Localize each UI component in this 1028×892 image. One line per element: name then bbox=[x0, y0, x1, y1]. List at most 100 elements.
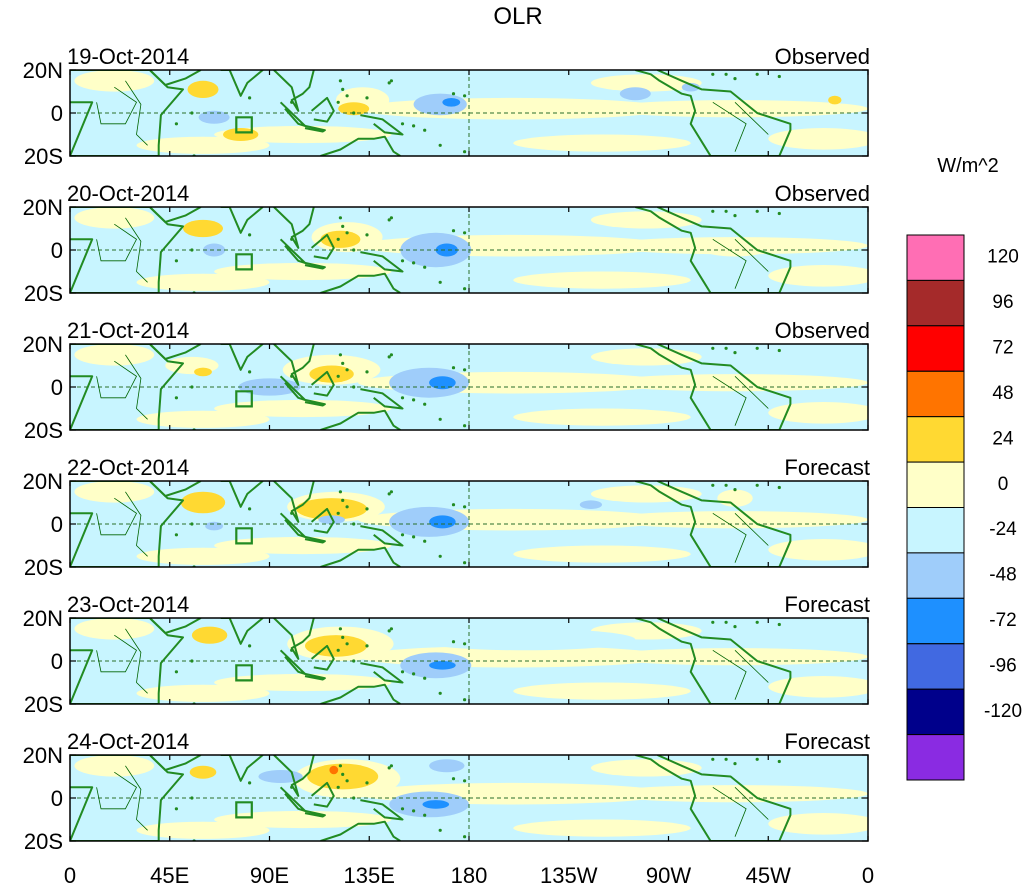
olr-anomaly-contour bbox=[258, 770, 303, 783]
colorbar-swatch bbox=[906, 461, 965, 509]
coastline bbox=[304, 535, 326, 544]
colorbar-label: -72 bbox=[989, 610, 1016, 631]
island bbox=[387, 629, 391, 633]
olr-anomaly-contour bbox=[768, 265, 868, 287]
coastline bbox=[149, 755, 202, 771]
coastline bbox=[320, 546, 401, 567]
olr-anomaly-contour bbox=[768, 402, 868, 424]
map-panel-5: 23-Oct-2014 Forecast 20N 0 20S bbox=[23, 592, 870, 717]
olr-anomaly-contour bbox=[320, 230, 361, 248]
longitude-tick-label: 135E bbox=[344, 863, 395, 887]
latitude-tick-label: 20N bbox=[23, 606, 63, 631]
colorbar-label: -96 bbox=[989, 656, 1016, 677]
island bbox=[365, 96, 369, 100]
longitude-axis: 0 45E 90E 135E 180 135W 90W 45W 0 bbox=[64, 863, 874, 888]
olr-anomaly-contour bbox=[136, 410, 270, 428]
island bbox=[733, 762, 737, 766]
island bbox=[777, 485, 781, 490]
map-panel-6: 24-Oct-2014 Forecast 20N 0 20S bbox=[23, 729, 870, 854]
island bbox=[387, 766, 391, 770]
olr-anomaly-contour bbox=[429, 515, 456, 529]
island bbox=[248, 644, 252, 648]
longitude-tick-label: 90E bbox=[250, 863, 289, 887]
latitude-tick-label: 20S bbox=[24, 418, 63, 443]
panel-date-label: 24-Oct-2014 bbox=[67, 729, 189, 754]
island bbox=[412, 535, 416, 539]
longitude-tick-label: 45W bbox=[746, 863, 791, 887]
island bbox=[190, 248, 194, 252]
island bbox=[345, 231, 349, 235]
island bbox=[755, 757, 759, 761]
coastline bbox=[279, 101, 306, 127]
olr-anomaly-contour bbox=[214, 125, 392, 144]
country-border bbox=[96, 223, 138, 262]
island bbox=[733, 351, 737, 355]
latitude-tick-label: 0 bbox=[51, 786, 63, 811]
olr-anomaly-contour bbox=[189, 765, 217, 779]
island bbox=[412, 672, 416, 676]
island bbox=[389, 627, 393, 631]
colorbar-label: 0 bbox=[998, 474, 1009, 495]
colorbar-swatch bbox=[906, 370, 965, 418]
island bbox=[336, 511, 340, 515]
coastline bbox=[360, 114, 404, 136]
coastline bbox=[279, 375, 306, 401]
coastline bbox=[360, 525, 404, 547]
island bbox=[412, 124, 416, 128]
coastline bbox=[273, 755, 315, 797]
island bbox=[711, 620, 715, 624]
island bbox=[451, 92, 456, 96]
olr-anomaly-contour bbox=[307, 763, 379, 790]
island bbox=[711, 483, 715, 487]
island bbox=[365, 781, 369, 785]
olr-anomaly-contour bbox=[183, 219, 223, 238]
coastline bbox=[310, 644, 335, 671]
island bbox=[463, 505, 467, 509]
island bbox=[724, 757, 728, 761]
country-border bbox=[125, 80, 148, 146]
coastline bbox=[220, 618, 264, 645]
region-box bbox=[235, 527, 253, 545]
coastline bbox=[320, 683, 401, 704]
island bbox=[334, 747, 337, 750]
island bbox=[463, 561, 467, 565]
colorbar-label: 96 bbox=[992, 292, 1013, 313]
coastline bbox=[304, 261, 326, 270]
coastline bbox=[360, 388, 404, 410]
country-border bbox=[734, 376, 769, 409]
colorbar-label: 24 bbox=[992, 428, 1014, 449]
island bbox=[463, 231, 467, 235]
country-border bbox=[96, 497, 138, 536]
island bbox=[463, 368, 467, 372]
coastline bbox=[635, 481, 792, 567]
island bbox=[724, 620, 728, 624]
latitude-tick-label: 20S bbox=[24, 829, 63, 854]
anomaly-map bbox=[69, 747, 869, 842]
colorbar-swatch bbox=[906, 234, 965, 281]
island bbox=[387, 355, 391, 359]
coastline bbox=[273, 70, 315, 112]
country-border bbox=[712, 238, 747, 289]
island bbox=[451, 503, 456, 507]
island bbox=[190, 111, 194, 115]
island bbox=[352, 111, 356, 115]
colorbar-swatch bbox=[906, 552, 965, 599]
coastline bbox=[149, 481, 202, 497]
island bbox=[248, 233, 252, 237]
island bbox=[463, 287, 467, 291]
colorbar-units: W/m^2 bbox=[937, 155, 999, 177]
longitude-tick-label: 180 bbox=[451, 863, 488, 887]
country-border bbox=[96, 634, 138, 673]
panel-kind-label: Forecast bbox=[784, 455, 870, 480]
coastline bbox=[149, 344, 202, 360]
coastline bbox=[220, 70, 264, 97]
map-panel-2: 20-Oct-2014 Observed 20N 0 20S bbox=[23, 181, 870, 306]
country-border bbox=[734, 787, 769, 820]
olr-anomaly-contour bbox=[619, 87, 651, 101]
island bbox=[290, 785, 294, 789]
island bbox=[755, 209, 759, 213]
island bbox=[451, 366, 456, 370]
colorbar-label: -120 bbox=[984, 701, 1022, 722]
colorbar-label: 48 bbox=[992, 383, 1013, 404]
